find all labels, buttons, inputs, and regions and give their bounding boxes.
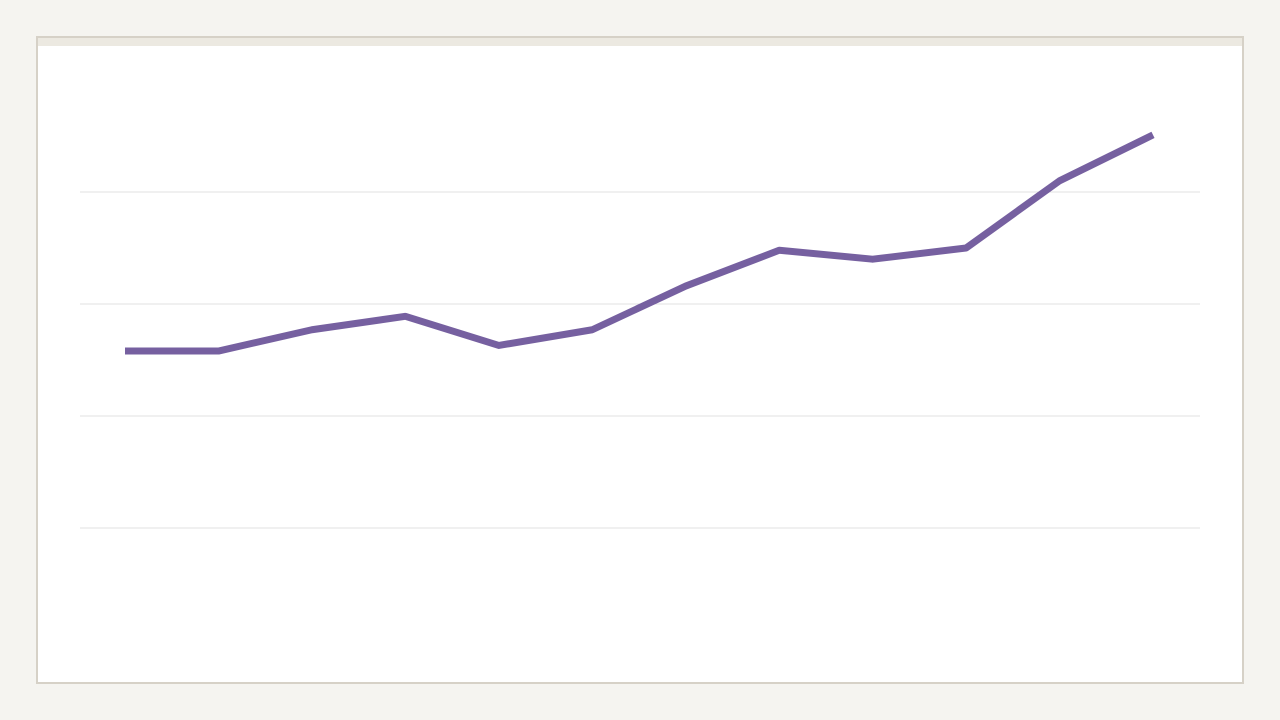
data-line [125,131,1155,355]
chart-card [36,36,1244,684]
card-header-band [38,38,1242,46]
